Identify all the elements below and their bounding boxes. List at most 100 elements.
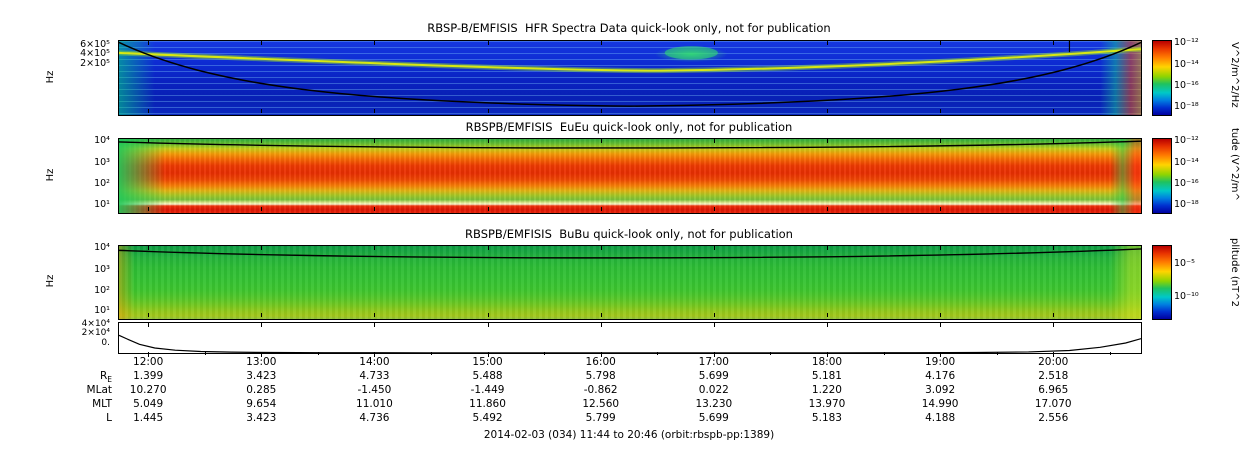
ephemeris-row-l: 1.445 3.423 4.736 5.492 5.799 5.699 5.18… bbox=[118, 412, 1140, 426]
ephemeris-value: 17.070 bbox=[1034, 398, 1072, 410]
ephemeris-value: 10.270 bbox=[129, 384, 167, 396]
ephemeris-value: 2.518 bbox=[1038, 370, 1069, 382]
y-tick: 4×10⁵ bbox=[80, 48, 110, 59]
panel3-y-ticks: 10⁴ 10³ 10² 10¹ bbox=[62, 243, 114, 318]
colorbar-eueu bbox=[1152, 138, 1172, 214]
caption: 2014-02-03 (034) 11:44 to 20:46 (orbit:r… bbox=[483, 429, 775, 441]
time-tick-label: 17:00 bbox=[698, 356, 729, 368]
panel4-y-ticks: 4×10⁴ 2×10⁴ 0. bbox=[62, 319, 114, 351]
y-tick: 10¹ bbox=[94, 199, 110, 210]
time-tick-label: 16:00 bbox=[585, 356, 616, 368]
panel2-y-ticks: 10⁴ 10³ 10² 10¹ bbox=[62, 135, 114, 212]
ephemeris-value: 3.092 bbox=[925, 384, 956, 396]
ephemeris-value: 5.488 bbox=[472, 370, 503, 382]
ephemeris-value: -1.449 bbox=[470, 384, 505, 396]
y-tick: 6×10⁵ bbox=[80, 39, 110, 50]
spectrogram-hfr bbox=[118, 40, 1142, 116]
colorbar-tick: 10⁻¹² bbox=[1174, 135, 1199, 146]
fce-curve bbox=[119, 42, 1141, 106]
eueu-overlay bbox=[119, 139, 1141, 213]
bfield-panel bbox=[118, 322, 1142, 354]
colorbar-hfr-unit-label: V^2/m^2/Hz bbox=[1229, 42, 1240, 108]
y-tick: 4×10⁴ bbox=[81, 319, 110, 329]
spectrogram-eueu bbox=[118, 138, 1142, 214]
ephemeris-value: 2.556 bbox=[1038, 412, 1069, 424]
ephemeris-value: 4.176 bbox=[925, 370, 956, 382]
time-tick-label: 18:00 bbox=[811, 356, 843, 368]
colorbar-tick: 10⁻¹⁶ bbox=[1174, 178, 1199, 189]
bubu-overlay bbox=[119, 246, 1141, 319]
ephemeris-value: -0.862 bbox=[583, 384, 618, 396]
ephemeris-value: 14.990 bbox=[921, 398, 959, 410]
ephemeris-value: 1.220 bbox=[811, 384, 842, 396]
ephemeris-value: 5.181 bbox=[811, 370, 842, 382]
ephemeris-value: 4.736 bbox=[359, 412, 390, 424]
ephemeris-value: 5.049 bbox=[133, 398, 164, 410]
colorbar-eueu-ticks: 10⁻¹² 10⁻¹⁴ 10⁻¹⁶ 10⁻¹⁸ bbox=[1174, 135, 1222, 212]
ephemeris-value: 11.860 bbox=[469, 398, 506, 410]
ephemeris-value: 1.445 bbox=[133, 412, 164, 424]
uhr-emission-line bbox=[119, 49, 1141, 70]
hfr-overlay bbox=[119, 41, 1141, 115]
y-tick: 0. bbox=[101, 338, 110, 348]
colorbar-hfr bbox=[1152, 40, 1172, 116]
colorbar-tick: 10⁻¹⁴ bbox=[1174, 157, 1199, 168]
panel3-title: RBSPB/EMFISIS BuBu quick-look only, not … bbox=[465, 227, 793, 241]
ephemeris-row-label-mlat: MLat bbox=[86, 384, 112, 396]
colorbar-bubu-unit-label: plitude (nT^2 bbox=[1229, 238, 1240, 307]
ephemeris-row-label-mlt: MLT bbox=[92, 398, 112, 410]
time-tick-label: 13:00 bbox=[246, 356, 277, 368]
ephemeris-value: 5.699 bbox=[698, 412, 729, 424]
panel1-y-axis-label: Hz bbox=[45, 70, 56, 84]
ephemeris-row-mlt: 5.049 9.654 11.010 11.860 12.560 13.230 … bbox=[118, 398, 1140, 412]
y-tick: 2×10⁴ bbox=[81, 328, 110, 338]
ephemeris-value: 0.285 bbox=[246, 384, 277, 396]
ephemeris-row-re: 1.399 3.423 4.733 5.488 5.798 5.699 5.18… bbox=[118, 370, 1140, 384]
time-tick-label: 20:00 bbox=[1038, 356, 1069, 368]
colorbar-tick: 10⁻¹⁶ bbox=[1174, 80, 1199, 91]
panel2-title: RBSPB/EMFISIS EuEu quick-look only, not … bbox=[465, 120, 793, 134]
colorbar-tick: 10⁻¹² bbox=[1174, 37, 1199, 48]
colorbar-tick: 10⁻⁵ bbox=[1174, 258, 1195, 269]
time-tick-label: 14:00 bbox=[359, 356, 390, 368]
panel1-y-ticks: 6×10⁵ 4×10⁵ 2×10⁵ bbox=[62, 40, 114, 114]
time-tick-label: 19:00 bbox=[924, 356, 956, 368]
y-tick: 10¹ bbox=[94, 305, 110, 316]
ephemeris-value: 3.423 bbox=[246, 370, 277, 382]
ephemeris-value: 5.798 bbox=[585, 370, 616, 382]
y-tick: 2×10⁵ bbox=[80, 58, 110, 69]
ephemeris-value: 1.399 bbox=[133, 370, 164, 382]
ephemeris-value: 9.654 bbox=[246, 398, 277, 410]
bfield-line bbox=[119, 323, 1141, 353]
ephemeris-value: 6.965 bbox=[1038, 384, 1069, 396]
ephemeris-value: -1.450 bbox=[357, 384, 392, 396]
ephemeris-value: 13.970 bbox=[808, 398, 846, 410]
ephemeris-value: 12.560 bbox=[582, 398, 620, 410]
colorbar-bubu-ticks: 10⁻⁵ 10⁻¹⁰ bbox=[1174, 245, 1222, 318]
y-tick: 10² bbox=[94, 285, 110, 296]
fce-curve bbox=[119, 141, 1141, 148]
spectrogram-bubu bbox=[118, 245, 1142, 320]
ephemeris-row-label-l: L bbox=[106, 412, 112, 424]
y-tick: 10² bbox=[94, 178, 110, 189]
colorbar-tick: 10⁻¹⁸ bbox=[1174, 199, 1199, 210]
ephemeris-value: 5.183 bbox=[811, 412, 842, 424]
ephemeris-value: 11.010 bbox=[356, 398, 393, 410]
colorbar-tick: 10⁻¹⁰ bbox=[1174, 291, 1199, 302]
colorbar-hfr-ticks: 10⁻¹² 10⁻¹⁴ 10⁻¹⁶ 10⁻¹⁸ bbox=[1174, 37, 1222, 114]
ephemeris-value: 3.423 bbox=[246, 412, 277, 424]
panel1-title: RBSP-B/EMFISIS HFR Spectra Data quick-lo… bbox=[427, 21, 831, 35]
ephemeris-value: 13.230 bbox=[695, 398, 733, 410]
time-axis-labels: 12:00 13:00 14:00 15:00 16:00 17:00 18:0… bbox=[118, 356, 1140, 370]
y-tick: 10⁴ bbox=[94, 135, 110, 146]
fce-curve bbox=[119, 249, 1141, 258]
ephemeris-value: 4.188 bbox=[925, 412, 956, 424]
ephemeris-row-label-re: RE bbox=[99, 370, 112, 385]
colorbar-eueu-unit-label: tude (V^2/m^ bbox=[1229, 128, 1240, 201]
colorbar-bubu bbox=[1152, 245, 1172, 320]
ephemeris-row-mlat: 10.270 0.285 -1.450 -1.449 -0.862 0.022 … bbox=[118, 384, 1140, 398]
ephemeris-value: 5.699 bbox=[698, 370, 729, 382]
ephemeris-value: 5.799 bbox=[585, 412, 616, 424]
time-tick-label: 12:00 bbox=[133, 356, 164, 368]
